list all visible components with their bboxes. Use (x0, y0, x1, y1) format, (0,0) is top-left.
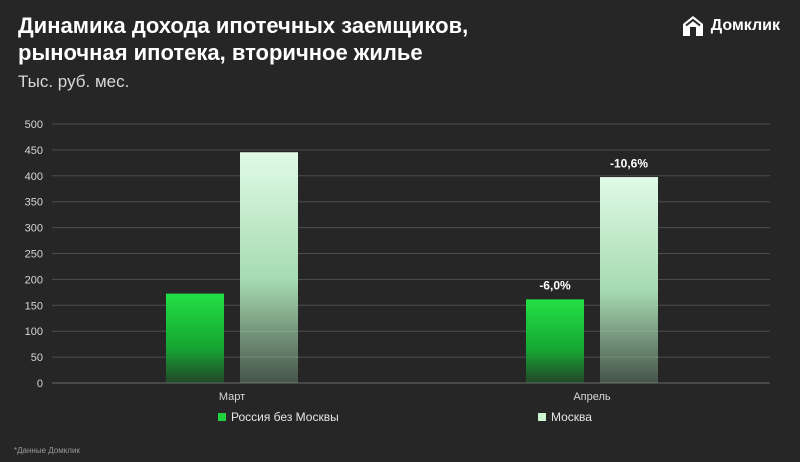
y-tick-label: 500 (25, 119, 43, 131)
y-tick-label: 250 (25, 249, 43, 261)
legend-swatch-moscow (538, 413, 546, 421)
house-logo-icon (682, 16, 703, 36)
legend-item-russia: Россия без Москвы (218, 410, 339, 424)
domclick-logo: Домклик (681, 14, 780, 38)
legend-item-moscow: Москва (538, 410, 592, 424)
chart-subtitle: Тыс. руб. мес. (18, 72, 130, 91)
x-category-label: Апрель (573, 391, 611, 403)
legend-label-russia: Россия без Москвы (231, 410, 339, 424)
y-tick-label: 150 (25, 300, 43, 312)
data-label-russia-1: -6,0% (539, 279, 571, 293)
y-tick-label: 100 (25, 326, 43, 338)
legend-label-moscow: Москва (551, 410, 592, 424)
y-tick-label: 200 (25, 274, 43, 286)
logo-text: Домклик (710, 17, 780, 34)
y-tick-label: 300 (25, 223, 43, 235)
bar-moscow-1 (600, 177, 658, 383)
y-tick-label: 450 (25, 145, 43, 157)
y-tick-label: 50 (31, 352, 43, 364)
data-label-moscow-1: -10,6% (610, 156, 648, 170)
x-category-label: Март (219, 391, 245, 403)
bar-russia-0 (166, 293, 224, 383)
y-tick-label: 350 (25, 197, 43, 209)
legend: Россия без Москвы Москва (0, 410, 800, 430)
y-tick-label: 0 (37, 378, 43, 390)
y-tick-label: 400 (25, 171, 43, 183)
footnote: *Данные Домклик (14, 446, 80, 455)
legend-swatch-russia (218, 413, 226, 421)
chart-title: Динамика дохода ипотечных заемщиков, рын… (18, 13, 469, 65)
bar-moscow-0 (240, 152, 298, 383)
bar-russia-1 (526, 299, 584, 383)
